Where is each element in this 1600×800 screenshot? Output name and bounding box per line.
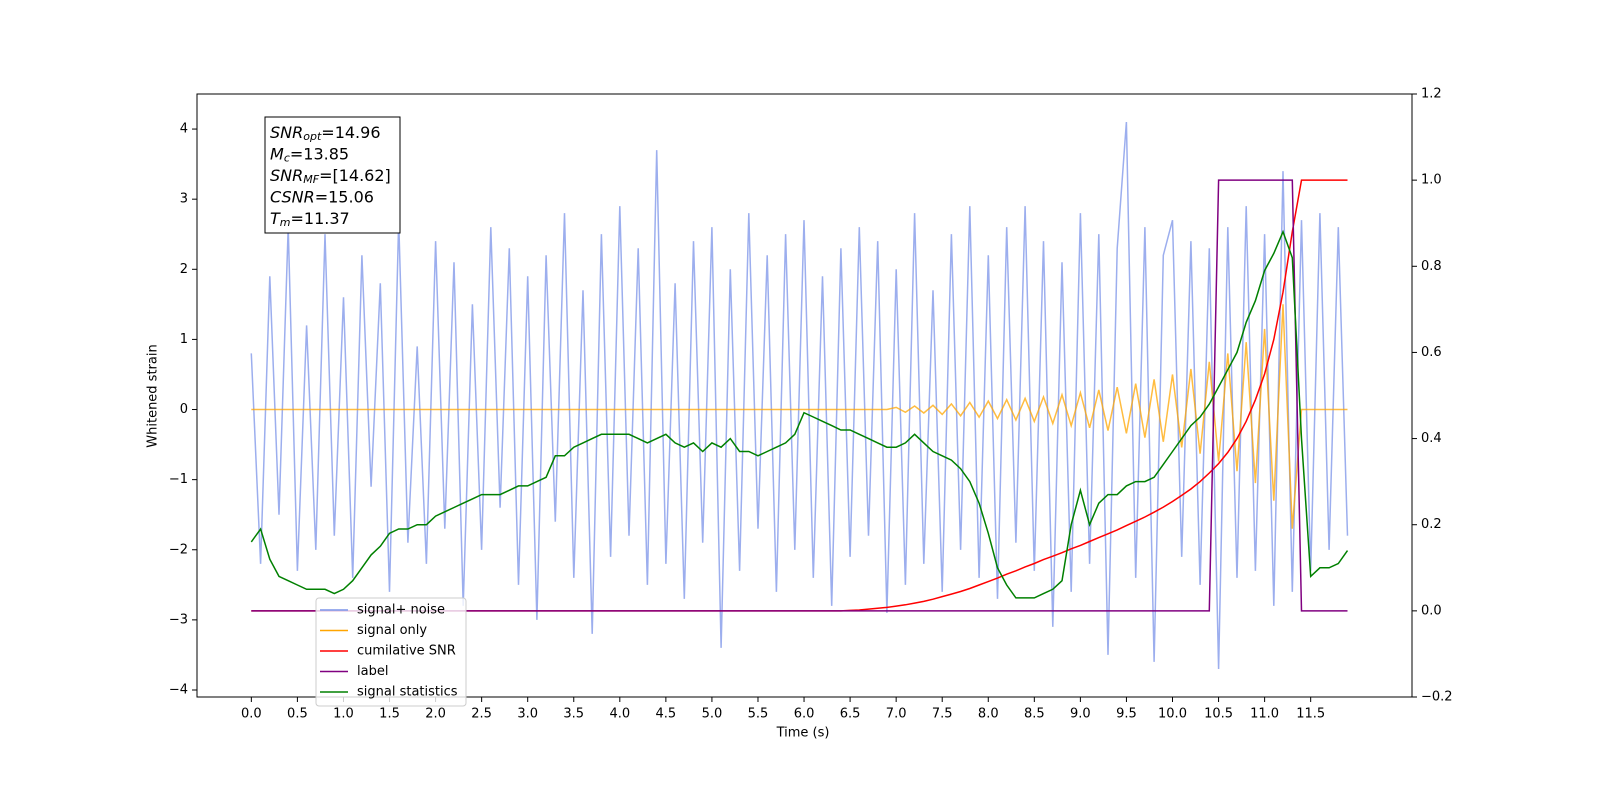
x-tick-label: 5.0 bbox=[702, 707, 723, 722]
annotation-subscript: c bbox=[284, 152, 290, 165]
x-axis-label: Time (s) bbox=[776, 726, 830, 741]
x-tick-label: 3.0 bbox=[517, 707, 538, 722]
annotation-symbol: M bbox=[270, 144, 284, 163]
x-tick-label: 1.0 bbox=[333, 707, 354, 722]
annotation-symbol: CSNR bbox=[270, 187, 315, 206]
annotation-subscript: m bbox=[280, 216, 291, 229]
x-tick-label: 0.5 bbox=[287, 707, 308, 722]
x-tick-label: 10.5 bbox=[1204, 707, 1233, 722]
x-tick-label: 8.0 bbox=[978, 707, 999, 722]
annotation-text: =13.85 bbox=[290, 144, 349, 163]
y2-tick-label: 1.2 bbox=[1421, 87, 1442, 102]
y-tick-label: 4 bbox=[180, 122, 188, 137]
x-tick-label: 6.0 bbox=[794, 707, 815, 722]
x-tick-label: 9.0 bbox=[1070, 707, 1091, 722]
x-tick-label: 7.5 bbox=[932, 707, 953, 722]
x-tick-label: 0.0 bbox=[241, 707, 262, 722]
y-tick-label: 1 bbox=[180, 332, 188, 347]
x-tick-label: 3.5 bbox=[563, 707, 584, 722]
x-tick-label: 4.0 bbox=[609, 707, 630, 722]
annotation-text: =11.37 bbox=[291, 209, 350, 228]
y2-tick-label: 1.0 bbox=[1421, 173, 1442, 188]
legend-label: label bbox=[357, 664, 388, 679]
y-axis-label: Whitened strain bbox=[146, 344, 161, 447]
annotation-symbol: SNR bbox=[270, 166, 303, 185]
y-tick-label: −1 bbox=[169, 472, 188, 487]
annotation-text: =15.06 bbox=[315, 187, 374, 206]
y-tick-label: 0 bbox=[180, 402, 188, 417]
y2-tick-label: 0.6 bbox=[1421, 345, 1442, 360]
legend-label: signal only bbox=[357, 623, 427, 638]
y-tick-label: −3 bbox=[169, 612, 188, 627]
x-tick-label: 9.5 bbox=[1116, 707, 1137, 722]
x-tick-label: 11.5 bbox=[1296, 707, 1325, 722]
annotation: Tm=11.37 bbox=[270, 209, 350, 230]
y-tick-label: −4 bbox=[169, 682, 188, 697]
annotation-text: =14.96 bbox=[321, 123, 380, 142]
x-tick-label: 4.5 bbox=[656, 707, 677, 722]
legend-label: signal statistics bbox=[357, 685, 458, 700]
y2-tick-label: 0.4 bbox=[1421, 431, 1442, 446]
series-line bbox=[251, 304, 1348, 529]
legend-label: signal+ noise bbox=[357, 603, 445, 618]
x-tick-label: 7.0 bbox=[886, 707, 907, 722]
y2-tick-label: 0.0 bbox=[1421, 603, 1442, 618]
annotation-subscript: MF bbox=[303, 173, 319, 186]
annotation: SNRopt=14.96 bbox=[270, 123, 381, 144]
x-tick-label: 2.5 bbox=[471, 707, 492, 722]
x-tick-label: 5.5 bbox=[748, 707, 769, 722]
series-line bbox=[250, 121, 1349, 670]
x-tick-label: 10.0 bbox=[1158, 707, 1187, 722]
x-tick-label: 8.5 bbox=[1024, 707, 1045, 722]
y-tick-label: −2 bbox=[169, 542, 188, 557]
annotation: SNRMF=[14.62] bbox=[270, 166, 391, 187]
annotation-symbol: SNR bbox=[270, 123, 303, 142]
x-tick-label: 2.0 bbox=[425, 707, 446, 722]
legend-label: cumilative SNR bbox=[357, 644, 456, 659]
y-tick-label: 2 bbox=[180, 262, 188, 277]
y2-tick-label: 0.2 bbox=[1421, 517, 1442, 532]
annotation-symbol: T bbox=[270, 209, 281, 228]
x-tick-label: 1.5 bbox=[379, 707, 400, 722]
annotation-box bbox=[264, 116, 401, 234]
y-tick-label: 3 bbox=[180, 192, 188, 207]
annotation-subscript: opt bbox=[303, 130, 322, 143]
annotation: CSNR=15.06 bbox=[270, 187, 374, 206]
x-tick-label: 6.5 bbox=[840, 707, 861, 722]
annotation-text: =[14.62] bbox=[319, 166, 391, 185]
y2-tick-label: 0.8 bbox=[1421, 259, 1442, 274]
legend-box bbox=[315, 597, 467, 707]
x-tick-label: 11.0 bbox=[1250, 707, 1279, 722]
y2-tick-label: −0.2 bbox=[1421, 690, 1453, 705]
series-line bbox=[250, 229, 1349, 599]
annotation: Mc=13.85 bbox=[270, 144, 349, 165]
